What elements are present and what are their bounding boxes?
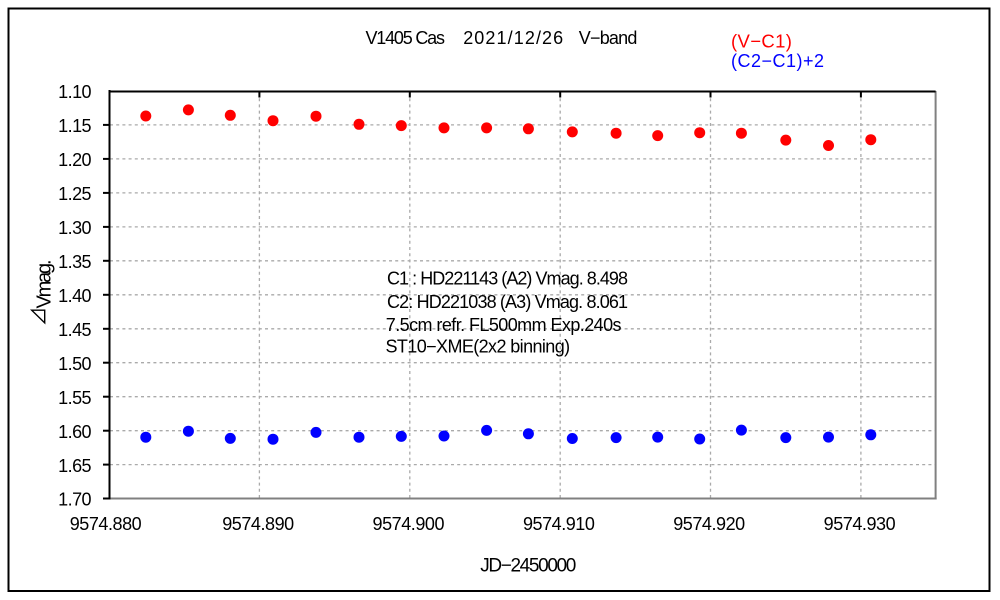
svg-text:1.35: 1.35 bbox=[58, 252, 91, 272]
svg-text:9574.930: 9574.930 bbox=[824, 514, 896, 534]
svg-text:9574.920: 9574.920 bbox=[673, 514, 745, 534]
svg-text:9574.900: 9574.900 bbox=[373, 514, 445, 534]
svg-text:2021/12/26: 2021/12/26 bbox=[463, 28, 564, 48]
svg-text:1.15: 1.15 bbox=[58, 116, 91, 136]
svg-text:C1 : HD221143 (A2) Vmag. 8.498: C1 : HD221143 (A2) Vmag. 8.498 bbox=[387, 269, 628, 289]
svg-text:C2: HD221038 (A3) Vmag. 8.061: C2: HD221038 (A3) Vmag. 8.061 bbox=[387, 292, 628, 312]
svg-text:ST10−XME(2x2 binning): ST10−XME(2x2 binning) bbox=[386, 337, 570, 357]
svg-text:1.30: 1.30 bbox=[58, 218, 91, 238]
svg-text:V1405 Cas: V1405 Cas bbox=[366, 28, 445, 48]
svg-text:7.5cm refr. FL500mm Exp.240s: 7.5cm refr. FL500mm Exp.240s bbox=[386, 315, 622, 335]
svg-text:1.45: 1.45 bbox=[58, 320, 91, 340]
svg-text:9574.910: 9574.910 bbox=[523, 514, 595, 534]
svg-text:9574.880: 9574.880 bbox=[70, 514, 142, 534]
svg-text:1.20: 1.20 bbox=[58, 150, 91, 170]
svg-text:1.60: 1.60 bbox=[58, 422, 91, 442]
svg-text:9574.890: 9574.890 bbox=[222, 514, 294, 534]
svg-text:1.50: 1.50 bbox=[58, 354, 91, 374]
svg-text:(C2−C1)+2: (C2−C1)+2 bbox=[731, 51, 825, 71]
svg-text:V−band: V−band bbox=[579, 28, 637, 48]
svg-text:Vmag.: Vmag. bbox=[34, 261, 56, 308]
svg-text:1.55: 1.55 bbox=[58, 388, 91, 408]
svg-text:(V−C1): (V−C1) bbox=[731, 30, 792, 51]
svg-text:1.25: 1.25 bbox=[58, 184, 91, 204]
svg-text:1.65: 1.65 bbox=[58, 456, 91, 476]
svg-text:1.40: 1.40 bbox=[58, 286, 91, 306]
svg-text:JD−2450000: JD−2450000 bbox=[480, 556, 576, 577]
svg-text:1.70: 1.70 bbox=[58, 490, 91, 510]
svg-text:1.10: 1.10 bbox=[58, 82, 91, 102]
